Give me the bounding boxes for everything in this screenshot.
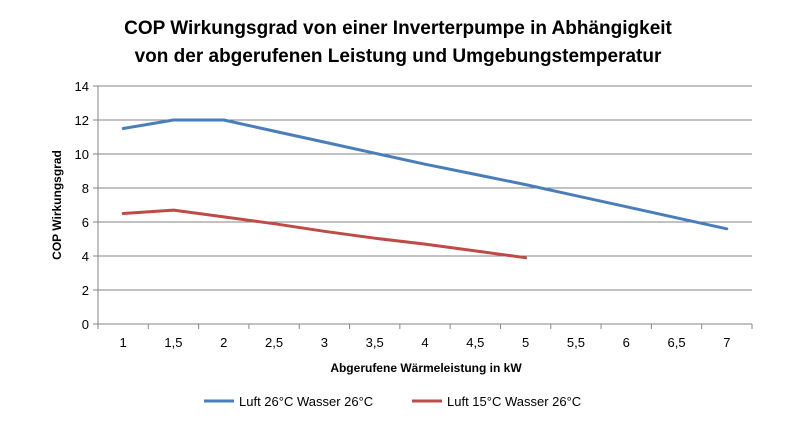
x-tick-label: 6,5 [667, 335, 685, 350]
y-tick-label: 2 [82, 283, 89, 298]
x-tick-label: 2,5 [265, 335, 283, 350]
x-tick-label: 7 [723, 335, 730, 350]
y-tick-label: 12 [75, 113, 89, 128]
series-lines [121, 118, 729, 260]
y-tick-label: 10 [75, 147, 89, 162]
x-tick-label: 3,5 [366, 335, 384, 350]
y-tick-label: 4 [82, 249, 89, 264]
legend-label-1: Luft 26°C Wasser 26°C [239, 394, 373, 409]
series-line-2 [121, 208, 528, 260]
chart-title: COP Wirkungsgrad von einer Inverterpumpe… [124, 18, 672, 67]
x-axis-ticks: 1 1,5 2 2,5 3 3,5 4 4,5 5 5,5 6 6,5 7 [97, 324, 753, 350]
x-tick-label: 1,5 [164, 335, 182, 350]
legend-label-2: Luft 15°C Wasser 26°C [447, 394, 581, 409]
y-tick-label: 8 [82, 181, 89, 196]
y-tick-label: 14 [75, 79, 89, 94]
chart-title-line-1: COP Wirkungsgrad von einer Inverterpumpe… [124, 18, 672, 39]
x-tick-label: 5,5 [567, 335, 585, 350]
x-tick-label: 4,5 [466, 335, 484, 350]
x-tick-label: 5 [522, 335, 529, 350]
legend: Luft 26°C Wasser 26°C Luft 15°C Wasser 26… [204, 394, 581, 409]
series-line-1 [121, 118, 729, 231]
x-tick-label: 4 [421, 335, 428, 350]
x-tick-label: 3 [321, 335, 328, 350]
chart-title-line-2: von der abgerufenen Leistung und Umgebun… [135, 46, 662, 67]
x-axis-label: Abgerufene Wärmeleistung in kW [330, 361, 522, 375]
gridlines [93, 85, 752, 291]
x-tick-label: 1 [120, 335, 127, 350]
x-tick-label: 6 [623, 335, 630, 350]
y-tick-label: 0 [82, 317, 89, 332]
y-axis-ticks: 0 2 4 6 8 10 12 14 [75, 79, 98, 332]
y-tick-label: 6 [82, 215, 89, 230]
x-tick-label: 2 [220, 335, 227, 350]
y-axis-label: COP Wirkungsgrad [50, 150, 64, 260]
